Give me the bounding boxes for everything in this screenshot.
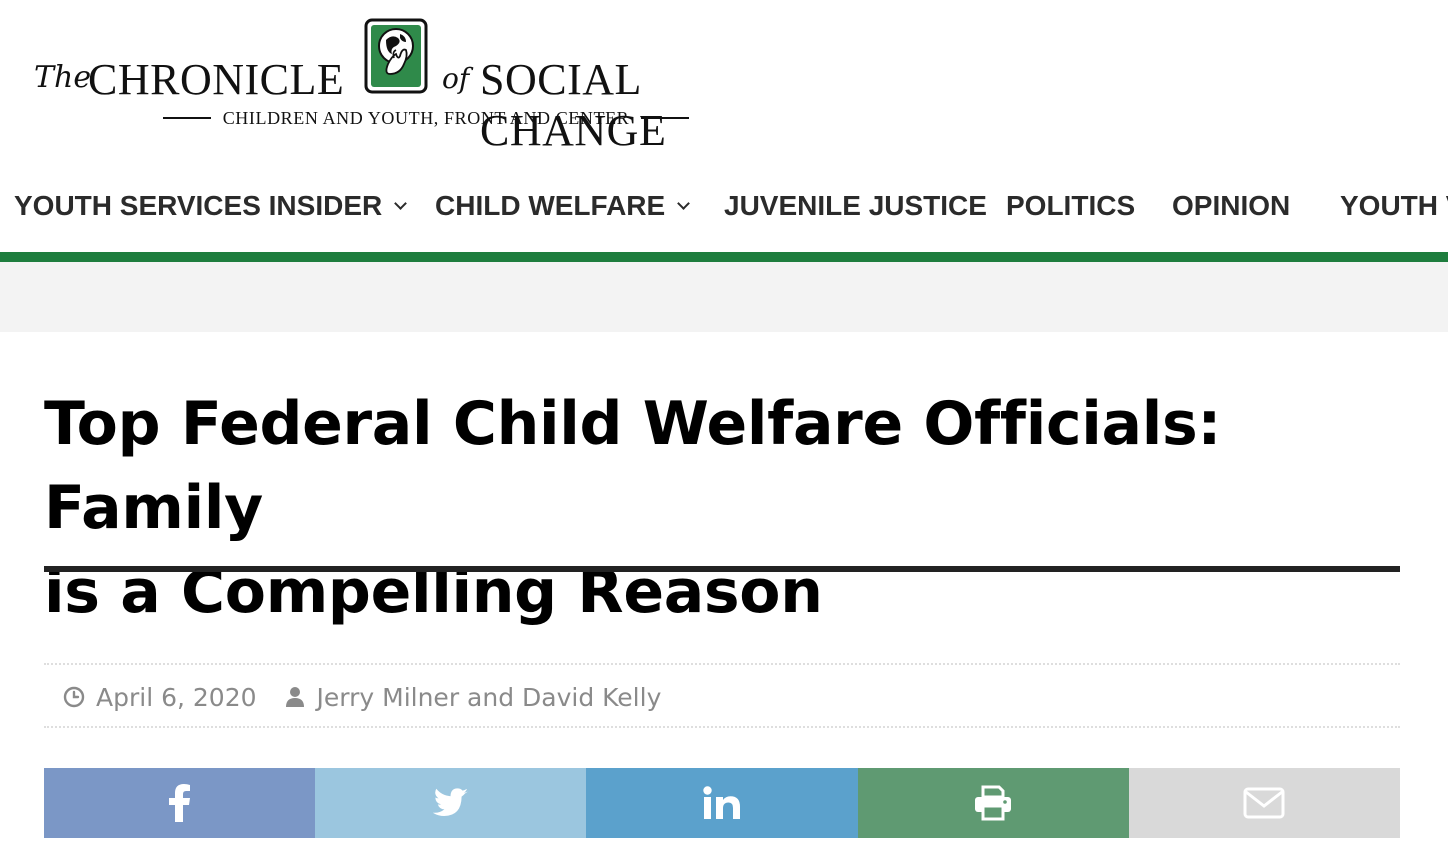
share-print-button[interactable]	[857, 768, 1129, 838]
linkedin-icon	[703, 786, 740, 819]
share-email-button[interactable]	[1128, 768, 1401, 838]
nav-item-label: POLITICS	[1006, 190, 1136, 221]
chevron-down-icon	[394, 196, 408, 210]
nav-item-label: YOUTH V	[1340, 190, 1448, 221]
share-bar	[44, 768, 1401, 838]
nav-item-label: CHILD WELFARE	[435, 190, 666, 221]
logo-emblem-icon	[364, 18, 428, 94]
site-header: The CHRONICLE of SOCIAL CHANGE CHILDREN …	[0, 0, 1448, 160]
nav-item-youth-services-insider[interactable]: YOUTH SERVICES INSIDER	[14, 190, 408, 222]
user-icon	[283, 685, 307, 709]
logo-word-chronicle: CHRONICLE	[88, 55, 345, 104]
site-logo[interactable]: The CHRONICLE of SOCIAL CHANGE CHILDREN …	[32, 16, 832, 155]
title-underline	[44, 566, 1400, 572]
share-linkedin-button[interactable]	[586, 768, 858, 838]
logo-word-social-change: SOCIAL CHANGE	[480, 55, 667, 155]
logo-word-the: The	[34, 60, 92, 95]
nav-item-juvenile-justice[interactable]: JUVENILE JUSTICE	[724, 190, 987, 222]
tagline-rule-left	[162, 117, 211, 119]
meta-divider-top	[44, 663, 1400, 665]
nav-item-label: OPINION	[1172, 190, 1291, 221]
tagline-rule-right	[641, 117, 690, 119]
article-author[interactable]: Jerry Milner and David Kelly	[316, 682, 662, 712]
nav-accent-bar	[0, 252, 1448, 262]
nav-item-label: YOUTH SERVICES INSIDER	[14, 190, 383, 221]
article-title-line-1: Top Federal Child Welfare Officials: Fam…	[44, 389, 1222, 543]
ad-banner-area	[0, 262, 1448, 332]
nav-item-opinion[interactable]: OPINION	[1172, 190, 1290, 222]
chevron-down-icon	[677, 196, 691, 210]
logo-tagline: CHILDREN AND YOUTH, FRONT AND CENTER	[222, 107, 630, 128]
nav-item-label: JUVENILE JUSTICE	[724, 190, 987, 221]
nav-item-child-welfare[interactable]: CHILD WELFARE	[435, 190, 691, 222]
facebook-icon	[168, 784, 190, 822]
twitter-icon	[432, 788, 468, 816]
nav-item-youth-voice[interactable]: YOUTH V	[1340, 190, 1448, 222]
logo-tagline-row: CHILDREN AND YOUTH, FRONT AND CENTER	[120, 106, 732, 130]
share-twitter-button[interactable]	[315, 768, 587, 838]
article-title: Top Federal Child Welfare Officials: Fam…	[44, 382, 1424, 634]
email-icon	[1243, 787, 1285, 819]
article-date: April 6, 2020	[96, 682, 257, 712]
main-nav: YOUTH SERVICES INSIDER CHILD WELFARE JUV…	[0, 180, 1448, 242]
clock-icon	[62, 685, 86, 709]
article-meta: April 6, 2020 Jerry Milner and David Kel…	[62, 676, 661, 718]
share-facebook-button[interactable]	[44, 768, 316, 838]
nav-item-politics[interactable]: POLITICS	[1006, 190, 1135, 222]
meta-divider-bottom	[44, 726, 1400, 728]
print-icon	[975, 785, 1012, 821]
logo-word-of: of	[442, 62, 470, 95]
